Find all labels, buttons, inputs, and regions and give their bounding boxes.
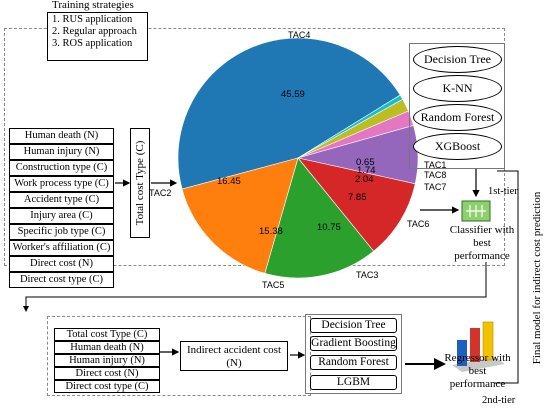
tier1-label: 1st-tier (488, 186, 518, 197)
pie-slice-TAC3 (297, 157, 416, 252)
classifier-icon (461, 200, 491, 222)
classifier-caption: Classifier with best performance (449, 224, 515, 262)
pie-label-TAC1: TAC1 (424, 160, 447, 170)
training-strategy-1: 1. RUS application (52, 14, 133, 25)
feature-item: Human injury (N) (9, 144, 114, 160)
pie-slice-TAC5 (264, 157, 375, 279)
regressor-caption: Regressor with best performance (444, 352, 511, 390)
feature-item: Direct cost type (C) (54, 380, 160, 393)
classifier-random-forest: Random Forest (413, 104, 502, 131)
pie-label-TAC7: TAC7 (424, 182, 447, 192)
regressor-list (305, 314, 402, 394)
feature-item: Accident type (C) (9, 192, 114, 208)
classifier-knn: K-NN (413, 75, 502, 102)
final-model-label: Final model for indirect cost prediction (531, 191, 543, 365)
training-strategies-box: 1. RUS application 2. Regular approach 3… (47, 12, 148, 61)
pie-label-TAC2: TAC2 (149, 188, 172, 198)
feature-item: Injury area (C) (9, 208, 114, 224)
regressor-random-forest: Random Forest (310, 355, 397, 370)
pie-value-TAC3: 10.75 (317, 222, 341, 233)
feature-item: Human death (N) (54, 341, 160, 354)
feature-item: Direct cost type (C) (9, 272, 114, 288)
pie-value-TAC1: 0.65 (356, 157, 375, 168)
feature-item: Work process type (C) (9, 176, 114, 192)
feature-item: Total cost Type (C) (54, 328, 160, 341)
feature-item: Construction type (C) (9, 160, 114, 176)
classifier-decision-tree: Decision Tree (413, 46, 502, 73)
feature-item: Human injury (N) (54, 354, 160, 367)
feature-item: Direct cost (N) (54, 367, 160, 380)
target-box: Total cost Type (C) (130, 128, 150, 238)
feature-item: Direct cost (N) (9, 256, 114, 272)
pie-slice-TAC4 (177, 37, 401, 190)
regressor-bar-icon (452, 321, 505, 372)
pie-label-TAC5: TAC5 (262, 280, 285, 290)
training-strategy-3: 3. ROS application (52, 38, 133, 49)
pie-value-TAC5: 15.38 (259, 226, 283, 237)
pie-value-TAC6: 7.85 (348, 192, 367, 203)
output-label: Indirect accident cost (N) (186, 344, 282, 369)
classifier-list (409, 43, 505, 169)
feature-item: Human death (N) (9, 128, 114, 144)
final-model-bracket (494, 170, 519, 384)
training-strategy-2: 2. Regular approach (52, 26, 137, 37)
tier2-label: 2nd-tier (482, 395, 516, 406)
pie-value-TAC7: 2.04 (355, 174, 374, 185)
pie-value-TAC4: 45.59 (281, 89, 305, 100)
arrow-tier1-to-tier2 (23, 262, 487, 312)
pie-slice-TAC2 (181, 157, 299, 274)
training-strategies-title: Training strategies (52, 0, 134, 11)
pie-value-TAC8: 1.74 (357, 165, 376, 176)
feature-list-left: Human death (N) Human injury (N) Constru… (9, 128, 114, 288)
pie-label-TAC3: TAC3 (356, 270, 379, 280)
regressor-gradient-boosting: Gradient Boosting (310, 336, 397, 351)
pie-value-TAC2: 16.45 (217, 176, 241, 187)
regressor-decision-tree: Decision Tree (310, 318, 397, 333)
feature-list-bottom: Total cost Type (C) Human death (N) Huma… (54, 328, 160, 393)
pie-chart (177, 37, 419, 279)
pie-label-TAC6: TAC6 (407, 219, 430, 229)
pie-label-TAC4: TAC4 (288, 30, 311, 40)
classifier-xgboost: XGBoost (413, 133, 502, 160)
pie-label-TAC8: TAC8 (424, 170, 447, 180)
regressor-lgbm: LGBM (310, 375, 397, 390)
feature-item: Worker's affiliation (C) (9, 240, 114, 256)
output-box: Indirect accident cost (N) (180, 341, 288, 371)
feature-item: Specific job type (C) (9, 224, 114, 240)
